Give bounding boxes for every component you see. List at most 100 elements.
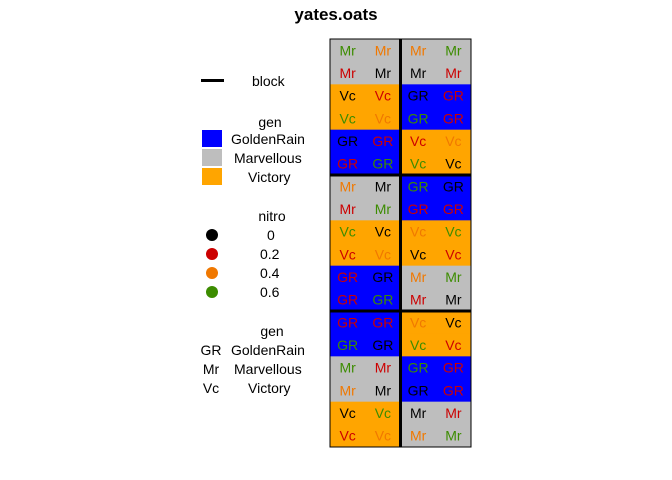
cell-label: GR	[372, 292, 393, 308]
cell-bg	[400, 243, 472, 267]
cell-label: GR	[443, 360, 464, 376]
plot-border	[329, 38, 472, 448]
cell-label: Mr	[339, 201, 356, 217]
cell-label: Vc	[445, 156, 461, 172]
cell-bg	[330, 311, 401, 335]
cell-label: GR	[443, 382, 464, 398]
legend-block-label: block	[252, 73, 285, 89]
cell-bg	[400, 107, 472, 131]
cell-label: Mr	[410, 269, 427, 285]
cell-label: Vc	[445, 314, 461, 330]
cell-bg	[330, 175, 401, 199]
legend-gen-victory: Victory	[248, 169, 291, 185]
cell-label: Vc	[375, 110, 391, 126]
cell-label: GR	[337, 156, 358, 172]
cell-label: GR	[443, 178, 464, 194]
legend-abbrev-code-vc: Vc	[202, 380, 220, 396]
cell-label: GR	[337, 133, 358, 149]
cell-label: Vc	[410, 156, 426, 172]
cell-bg	[330, 288, 401, 312]
cell-label: Vc	[410, 246, 426, 262]
cell-label: Vc	[375, 246, 391, 262]
cell-label: Vc	[339, 224, 355, 240]
cell-label: Vc	[375, 224, 391, 240]
cell-bg	[400, 356, 472, 380]
cell-label: Mr	[375, 42, 392, 58]
cell-label: GR	[408, 382, 429, 398]
legend-nitro-0-6: 0.6	[260, 284, 280, 300]
cell-label: Vc	[445, 246, 461, 262]
legend-abbrev-label-goldenrain: GoldenRain	[231, 342, 305, 358]
cell-label: Mr	[445, 42, 462, 58]
cell-bg	[330, 129, 401, 153]
cell-label: Vc	[445, 133, 461, 149]
cell-bg	[330, 401, 401, 425]
legend-gen-title: gen	[258, 114, 282, 130]
cell-bg	[400, 265, 472, 289]
cell-label: GR	[337, 337, 358, 353]
cell-bg	[330, 265, 401, 289]
legend-nitro-0-2: 0.2	[260, 246, 280, 262]
cell-bg	[330, 61, 401, 85]
cell-bg	[330, 152, 401, 176]
chart-title: yates.oats	[294, 5, 378, 24]
cell-label: GR	[372, 337, 393, 353]
cell-bg	[330, 379, 401, 403]
block-line-key	[201, 79, 224, 82]
cell-label: Vc	[375, 88, 391, 104]
cell-label: Vc	[339, 246, 355, 262]
legend-dot-nitro-0	[206, 229, 218, 241]
cell-label: Vc	[339, 428, 355, 444]
cell-label: GR	[372, 314, 393, 330]
cell-label: GR	[408, 88, 429, 104]
cell-label: Mr	[410, 292, 427, 308]
cell-bg	[400, 84, 472, 108]
cell-label: GR	[337, 314, 358, 330]
cell-label: Mr	[339, 360, 356, 376]
legend-dot-nitro-0-4	[206, 267, 218, 279]
cell-bg	[400, 311, 472, 335]
legend-abbrev-title: gen	[260, 323, 284, 339]
cell-bg	[330, 107, 401, 131]
legend-abbrev-label-marvellous: Marvellous	[234, 361, 302, 377]
cell-bg	[330, 424, 401, 448]
cell-label: Vc	[339, 88, 355, 104]
cell-bg	[400, 220, 472, 244]
cell-label: Mr	[445, 269, 462, 285]
cell-bg	[400, 379, 472, 403]
cell-label: Mr	[445, 65, 462, 81]
cell-label: Vc	[410, 133, 426, 149]
cell-label: Mr	[339, 65, 356, 81]
cell-label: GR	[372, 156, 393, 172]
cell-label: GR	[408, 110, 429, 126]
legend-abbrev-code-gr: GR	[200, 342, 222, 358]
cell-label: GR	[372, 269, 393, 285]
cell-label: GR	[372, 133, 393, 149]
cell-label: GR	[337, 269, 358, 285]
cell-bg	[400, 175, 472, 199]
cell-bg	[330, 243, 401, 267]
cell-label: GR	[408, 360, 429, 376]
cell-bg	[400, 401, 472, 425]
cell-bg	[400, 39, 472, 63]
legend-swatch-victory	[202, 168, 222, 185]
cell-bg	[330, 220, 401, 244]
cell-label: Mr	[445, 428, 462, 444]
legend-swatch-marvellous	[202, 149, 222, 166]
cell-label: Mr	[375, 382, 392, 398]
cell-label: Mr	[375, 201, 392, 217]
cell-bg	[330, 333, 401, 357]
legend-swatch-goldenrain	[202, 130, 222, 147]
cell-bg	[330, 84, 401, 108]
legend-gen-marvellous: Marvellous	[234, 150, 302, 166]
cell-label: Mr	[410, 428, 427, 444]
cell-bg	[330, 197, 401, 221]
cell-label: GR	[443, 110, 464, 126]
cell-label: Vc	[339, 110, 355, 126]
cell-label: Vc	[410, 224, 426, 240]
cell-label: Vc	[375, 405, 391, 421]
cell-label: GR	[408, 178, 429, 194]
legend-abbrev-code-mr: Mr	[202, 361, 220, 377]
cell-label: Mr	[375, 65, 392, 81]
